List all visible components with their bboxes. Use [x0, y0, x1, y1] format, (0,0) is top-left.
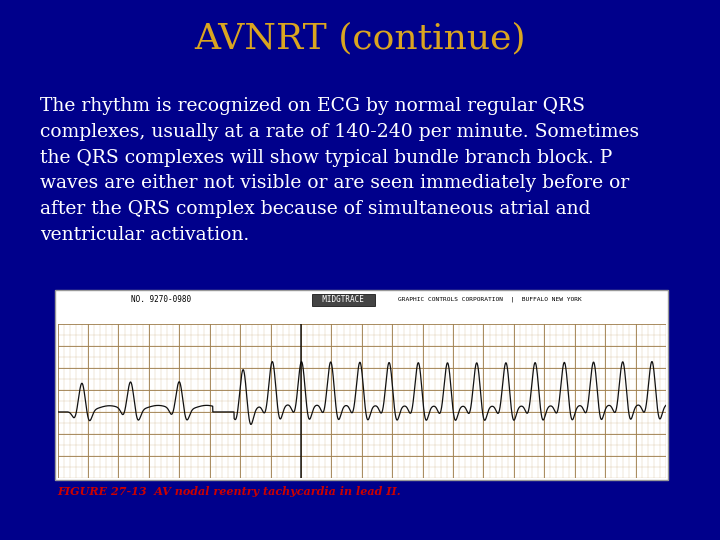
Text: AVNRT (continue): AVNRT (continue) [194, 22, 526, 56]
Text: NO. 9270-0980: NO. 9270-0980 [130, 295, 191, 304]
Text: The rhythm is recognized on ECG by normal regular QRS
complexes, usually at a ra: The rhythm is recognized on ECG by norma… [40, 97, 639, 244]
FancyBboxPatch shape [55, 290, 668, 480]
Text: FIGURE 27-13  AV nodal reentry tachycardia in lead II.: FIGURE 27-13 AV nodal reentry tachycardi… [58, 486, 401, 497]
Text: MIDGTRACE: MIDGTRACE [313, 295, 373, 304]
Text: GRAPHIC CONTROLS CORPORATION  |  BUFFALO NEW YORK: GRAPHIC CONTROLS CORPORATION | BUFFALO N… [398, 297, 582, 302]
